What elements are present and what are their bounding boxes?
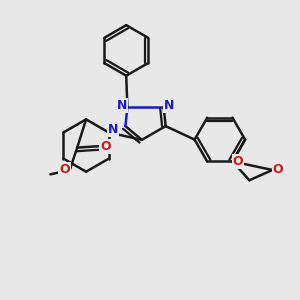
Text: O: O [100,140,111,153]
Text: O: O [272,164,283,176]
Text: O: O [232,155,243,168]
Text: N: N [164,99,174,112]
Text: O: O [59,164,70,176]
Text: N: N [108,123,119,136]
Text: N: N [117,99,127,112]
